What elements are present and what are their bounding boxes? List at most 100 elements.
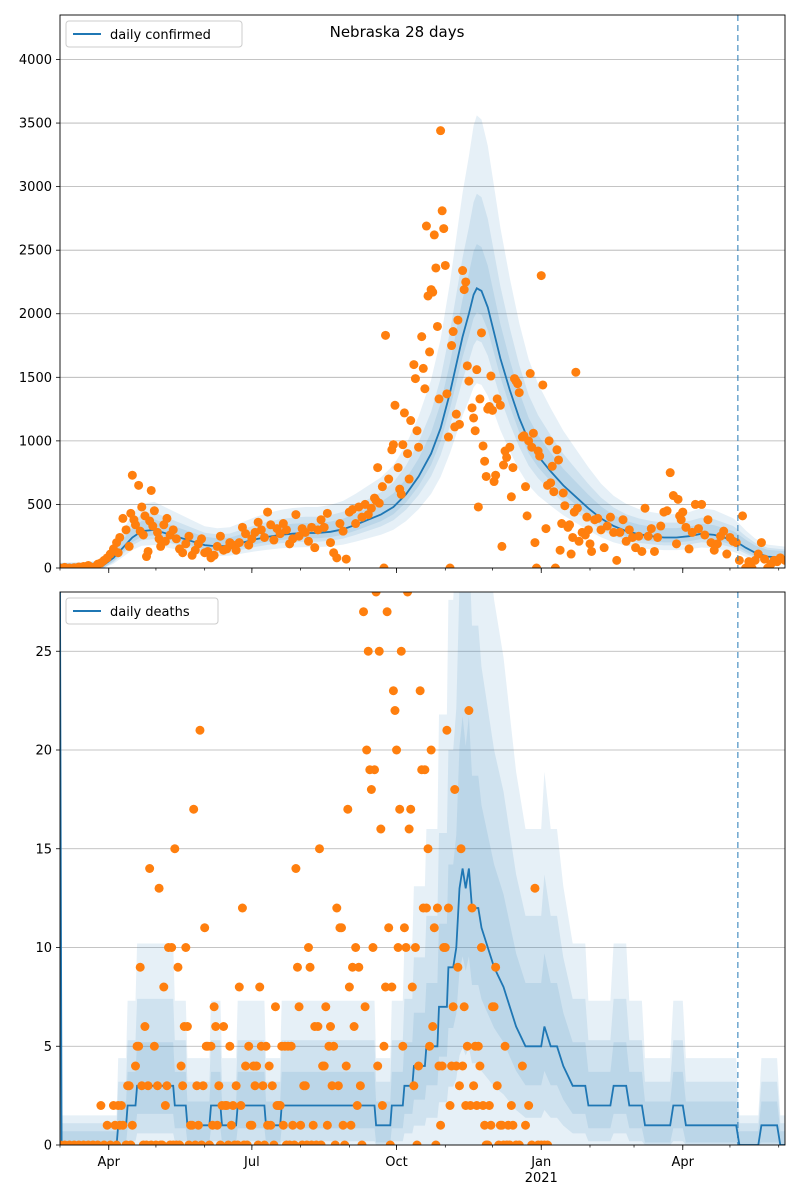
data-point <box>560 501 570 511</box>
data-point <box>643 531 653 541</box>
data-point <box>162 513 172 523</box>
data-point <box>412 426 422 436</box>
data-point <box>322 508 332 518</box>
data-point <box>429 230 439 240</box>
data-point <box>425 1041 435 1051</box>
data-point <box>517 1061 527 1071</box>
data-point <box>467 903 477 913</box>
data-point <box>127 470 137 480</box>
data-point <box>703 515 713 525</box>
data-point <box>480 456 490 466</box>
data-point <box>530 538 540 548</box>
data-point <box>483 1140 493 1145</box>
data-point <box>436 1120 446 1130</box>
data-point <box>587 546 597 556</box>
y-tick-label: 1500 <box>19 371 52 386</box>
data-point <box>525 368 535 378</box>
data-point <box>420 384 430 394</box>
data-point <box>170 844 180 854</box>
data-point <box>322 1120 332 1130</box>
data-point <box>376 824 386 834</box>
data-point <box>418 363 428 373</box>
data-point <box>270 1002 280 1012</box>
data-point <box>154 883 164 893</box>
data-point <box>366 785 376 794</box>
data-point <box>212 1120 222 1130</box>
data-point <box>780 555 785 565</box>
data-point <box>731 538 741 548</box>
data-point <box>609 527 619 537</box>
data-point <box>508 463 518 473</box>
data-point <box>453 962 463 972</box>
data-point <box>333 1081 343 1091</box>
data-point <box>662 506 672 516</box>
series-line <box>60 592 785 1145</box>
plot-area <box>60 115 785 568</box>
data-point <box>431 263 441 273</box>
data-point <box>241 1061 251 1071</box>
data-point <box>476 943 486 952</box>
data-point <box>102 1120 112 1130</box>
data-point <box>671 539 681 549</box>
data-point <box>308 1120 318 1130</box>
x-tick-label: Jan <box>530 1155 551 1170</box>
data-point <box>700 530 710 540</box>
data-point <box>404 824 414 834</box>
legend: daily deaths <box>65 597 219 625</box>
uncertainty-band <box>60 592 785 1145</box>
y-tick-label: 0 <box>44 562 52 577</box>
data-point <box>234 982 244 992</box>
data-point <box>329 1041 339 1051</box>
y-tick-label: 0 <box>44 1139 52 1154</box>
data-point <box>332 553 342 563</box>
data-point <box>399 408 409 418</box>
data-point <box>134 480 144 490</box>
data-point <box>135 962 145 972</box>
data-point <box>368 943 378 952</box>
data-point <box>445 563 455 568</box>
data-point <box>571 367 581 377</box>
data-point <box>554 455 564 465</box>
data-point <box>206 1041 216 1051</box>
data-point <box>453 315 463 325</box>
data-point <box>346 1120 356 1130</box>
data-point <box>421 903 431 913</box>
data-point <box>462 361 472 371</box>
legend-label: daily deaths <box>110 605 190 620</box>
data-point <box>244 1041 254 1051</box>
data-point <box>395 804 405 814</box>
axes-frame <box>59 591 786 1146</box>
data-point <box>393 463 403 473</box>
data-point <box>219 1022 229 1031</box>
series-line <box>60 287 785 568</box>
data-point <box>118 513 128 523</box>
data-point <box>121 525 131 535</box>
data-point <box>495 400 505 410</box>
data-point <box>734 555 744 565</box>
data-point <box>618 515 628 525</box>
data-point <box>497 541 507 551</box>
data-point <box>582 512 592 522</box>
data-point <box>437 1061 447 1071</box>
data-point <box>288 1120 298 1130</box>
data-point <box>130 520 140 530</box>
data-point <box>374 498 384 508</box>
data-point <box>303 536 313 546</box>
data-point <box>349 1022 359 1031</box>
data-point <box>547 461 557 471</box>
data-point <box>464 706 474 715</box>
data-point <box>697 499 707 509</box>
data-point <box>481 471 491 481</box>
data-point <box>303 943 313 952</box>
data-point <box>454 1081 464 1091</box>
data-point <box>314 844 324 854</box>
data-point <box>325 538 335 548</box>
data-point <box>406 416 416 426</box>
data-point <box>247 1120 257 1130</box>
data-point <box>484 1101 494 1110</box>
data-point <box>325 1022 335 1031</box>
data-point <box>316 515 326 525</box>
x-tick-label: Jul <box>243 1155 260 1170</box>
data-point <box>605 512 615 522</box>
data-point <box>130 1061 140 1071</box>
